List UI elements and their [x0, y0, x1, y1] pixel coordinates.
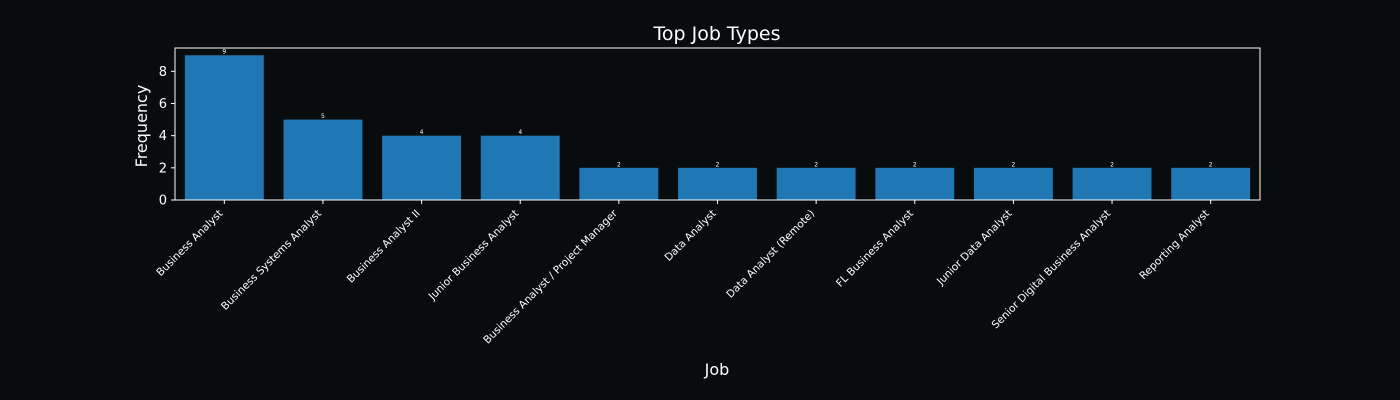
data-label: 9: [222, 49, 226, 56]
bar: [973, 167, 1053, 200]
y-tick-label: 6: [159, 97, 167, 112]
data-label: 2: [814, 161, 818, 168]
data-label: 5: [321, 113, 325, 120]
bar: [283, 119, 363, 200]
data-labels-layer: 9 5 4 4 2 2 2 2 2 2 2: [222, 49, 1212, 169]
bars-layer: [184, 55, 1251, 200]
data-label: 2: [913, 161, 917, 168]
x-axis-label: Job: [704, 360, 730, 379]
data-label: 2: [617, 161, 621, 168]
bar: [776, 167, 856, 200]
bar: [678, 167, 757, 200]
bar: [579, 167, 659, 200]
bar: [382, 135, 462, 200]
data-label: 2: [1011, 161, 1015, 168]
y-axis: 0 2 4 6 8: [159, 65, 175, 209]
data-label: 2: [1110, 161, 1114, 168]
y-tick-label: 2: [159, 161, 167, 176]
bar: [184, 55, 264, 200]
data-label: 4: [420, 129, 424, 136]
y-axis-label: Frequency: [132, 85, 151, 168]
data-label: 4: [518, 129, 522, 136]
y-tick-label: 8: [159, 65, 167, 80]
data-label: 2: [1209, 161, 1213, 168]
bar: [480, 135, 560, 200]
data-label: 2: [716, 161, 720, 168]
bar: [1171, 167, 1251, 200]
bar: [875, 167, 955, 200]
bar: [1072, 167, 1152, 200]
y-tick-label: 4: [159, 129, 167, 144]
y-tick-label: 0: [159, 194, 167, 209]
chart-title: Top Job Types: [653, 23, 781, 45]
